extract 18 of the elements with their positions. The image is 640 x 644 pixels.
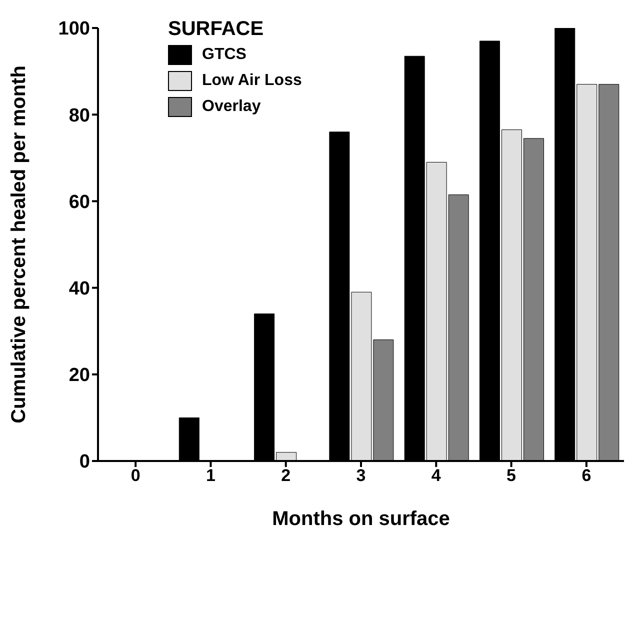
legend-title: SURFACE [168,18,265,41]
x-tick-label: 6 [582,466,592,486]
y-axis-title: Cumulative percent healed per month [8,66,30,424]
y-tick-label: 20 [68,365,90,386]
x-tick-label: 3 [356,466,366,486]
legend-label: Low Air Loss [202,72,302,90]
y-tick-label: 60 [68,192,90,213]
x-tick-label: 4 [431,466,442,486]
legend-label: Overlay [202,98,261,116]
x-tick-label: 1 [206,466,216,486]
x-tick-label: 2 [281,466,291,486]
y-tick-label: 40 [68,278,90,300]
legend-label: GTCS [202,46,246,64]
x-tick-label: 0 [130,466,140,486]
x-axis-title: Months on surface [272,508,450,530]
x-tick-label: 5 [506,466,516,486]
y-tick-label: 80 [68,105,90,126]
y-tick-label: 100 [58,18,90,40]
